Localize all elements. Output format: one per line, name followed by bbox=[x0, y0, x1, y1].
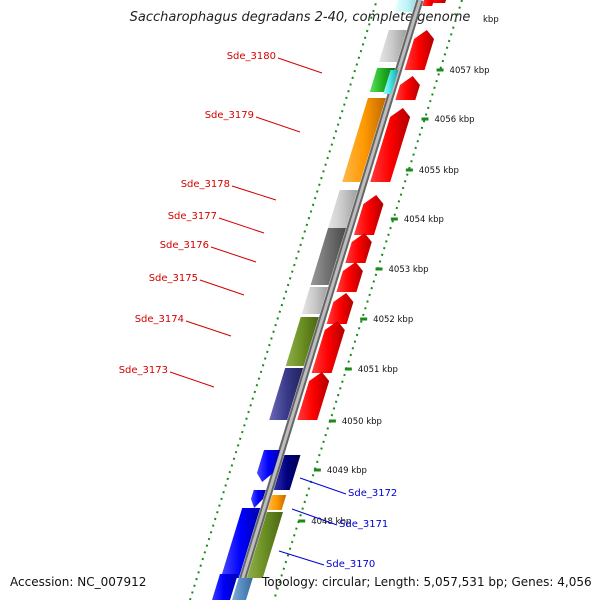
cog-category-block[interactable] bbox=[383, 70, 399, 94]
cog-category-block[interactable] bbox=[394, 0, 419, 12]
cds-arrow-forward[interactable] bbox=[353, 195, 384, 235]
ruler-tick-label: 4051 kbp bbox=[358, 365, 398, 375]
cds-arrow-forward[interactable] bbox=[370, 108, 411, 182]
cds-arrow-reverse[interactable] bbox=[250, 490, 266, 508]
cog-category-block[interactable] bbox=[328, 190, 358, 228]
gene-label-leader bbox=[185, 320, 232, 337]
gene-label[interactable]: Sde_3175 bbox=[149, 273, 198, 284]
gene-label-leader bbox=[299, 477, 347, 495]
cds-arrow-forward[interactable] bbox=[267, 495, 287, 510]
ruler-tick-label: 4050 kbp bbox=[342, 417, 382, 427]
genome-summary-text: Topology: circular; Length: 5,057,531 bp… bbox=[262, 575, 592, 589]
accession-text: Accession: NC_007912 bbox=[10, 575, 147, 589]
gene-label-leader bbox=[291, 508, 338, 526]
cog-category-block[interactable] bbox=[246, 512, 283, 578]
cds-arrow-forward[interactable] bbox=[345, 233, 372, 263]
gene-labels: Sde_3180 Sde_3179 Sde_3178 Sde_3177 Sde_3176… bbox=[119, 51, 398, 570]
cds-arrow-reverse[interactable] bbox=[256, 450, 280, 482]
cds-arrow-forward[interactable] bbox=[422, 0, 437, 6]
ruler-tick-label: 4052 kbp bbox=[373, 315, 413, 325]
ruler-tick-label: 4055 kbp bbox=[419, 166, 459, 176]
feature-track bbox=[209, 0, 446, 600]
cog-category-block[interactable] bbox=[229, 578, 253, 600]
cds-arrow-forward[interactable] bbox=[404, 30, 435, 70]
cds-arrow-forward[interactable] bbox=[336, 262, 363, 292]
gene-label[interactable]: Sde_3171 bbox=[339, 519, 388, 530]
gene-label[interactable]: Sde_3180 bbox=[227, 51, 276, 62]
gene-label[interactable]: Sde_3173 bbox=[119, 365, 168, 376]
ruler-tick-label: 4057 kbp bbox=[450, 66, 490, 76]
cds-arrow-reverse[interactable] bbox=[220, 508, 261, 578]
gc-dotted-track-right bbox=[273, 0, 463, 600]
cds-arrow-forward[interactable] bbox=[395, 76, 420, 100]
gene-label-leader bbox=[255, 116, 301, 133]
genome-backbone bbox=[232, 0, 424, 600]
cog-category-block[interactable] bbox=[301, 287, 328, 314]
cog-category-block[interactable] bbox=[285, 317, 319, 366]
ruler-ticks: 4057 kbp 4056 kbp 4055 kbp 4054 kbp 4053 kbp… bbox=[298, 15, 499, 527]
gene-label-leader bbox=[199, 279, 245, 296]
gene-label-leader bbox=[278, 550, 325, 566]
gene-label-leader bbox=[277, 57, 323, 74]
gene-label[interactable]: Sde_3174 bbox=[135, 314, 184, 325]
gene-label[interactable]: Sde_3177 bbox=[168, 211, 217, 222]
ruler-tick-label: 4056 kbp bbox=[435, 115, 475, 125]
gene-label-leader bbox=[169, 371, 215, 388]
gene-label[interactable]: Sde_3170 bbox=[326, 559, 375, 570]
ruler-tick-label-partial: kbp bbox=[483, 15, 499, 25]
cog-category-block[interactable] bbox=[342, 98, 386, 182]
gene-label[interactable]: Sde_3176 bbox=[160, 240, 209, 251]
cog-category-block[interactable] bbox=[378, 30, 407, 62]
gene-label-leader bbox=[210, 246, 257, 263]
cog-category-block[interactable] bbox=[310, 228, 347, 285]
gc-dotted-track-left bbox=[189, 0, 378, 600]
cds-arrow-forward[interactable] bbox=[311, 321, 345, 373]
gene-label[interactable]: Sde_3179 bbox=[205, 110, 254, 121]
cds-arrow-reverse[interactable] bbox=[273, 455, 301, 490]
cds-arrow-forward[interactable] bbox=[297, 372, 330, 420]
ruler-tick-label: 4054 kbp bbox=[404, 215, 444, 225]
cds-arrow-reverse[interactable] bbox=[209, 574, 238, 600]
ruler-tick-label: 4049 kbp bbox=[327, 466, 367, 476]
cog-category-block[interactable] bbox=[269, 368, 304, 420]
cds-arrow-forward[interactable] bbox=[326, 293, 354, 324]
gene-label[interactable]: Sde_3172 bbox=[348, 488, 397, 499]
ruler-tick-label: 4048 kbp bbox=[311, 517, 351, 527]
gene-label-leader bbox=[231, 185, 277, 201]
gene-label[interactable]: Sde_3178 bbox=[181, 179, 230, 190]
gene-label-leader bbox=[218, 217, 265, 234]
ruler-tick-label: 4053 kbp bbox=[389, 265, 429, 275]
map-title: Saccharophagus degradans 2-40, complete … bbox=[129, 10, 471, 25]
